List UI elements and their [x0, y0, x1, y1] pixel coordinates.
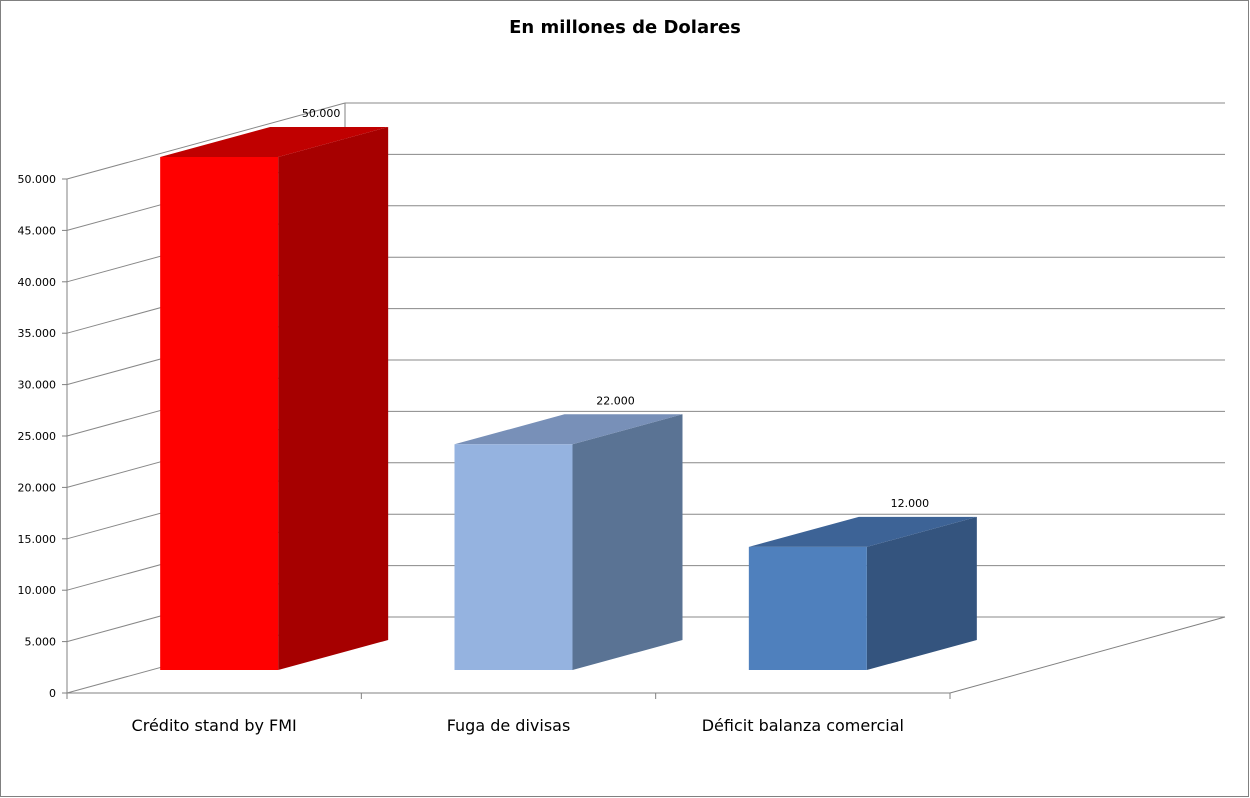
- chart-title: En millones de Dolares: [509, 17, 741, 38]
- y-tick-label: 25.000: [18, 430, 57, 443]
- y-tick-label: 0: [49, 687, 56, 700]
- y-tick-label: 5.000: [25, 636, 57, 649]
- y-tick-label: 35.000: [18, 327, 57, 340]
- bar: [454, 444, 573, 670]
- bar-side: [866, 516, 977, 670]
- bar-side: [278, 127, 389, 670]
- data-label: 22.000: [596, 394, 635, 407]
- gridline-side: [66, 102, 346, 180]
- y-tick-label: 10.000: [18, 584, 57, 597]
- x-category-label: Crédito stand by FMI: [132, 716, 297, 735]
- y-axis-ticks: 0 5.000 10.000 15.000 20.000 25.000 30.000 35.0…: [18, 173, 67, 700]
- bars: [160, 127, 977, 670]
- bar-top: [160, 127, 389, 157]
- data-label: 12.000: [891, 497, 930, 510]
- y-tick-label: 30.000: [18, 379, 57, 392]
- bar-side: [572, 414, 683, 670]
- bar-top: [748, 516, 977, 547]
- floor-right-edge: [949, 616, 1226, 694]
- x-category-label: Déficit balanza comercial: [702, 716, 904, 735]
- y-tick-label: 20.000: [18, 481, 57, 494]
- data-labels: 50.000 22.000 12.000: [302, 107, 929, 510]
- bar: [748, 546, 867, 670]
- y-tick-label: 50.000: [18, 173, 57, 186]
- x-axis-categories: Crédito stand by FMI Fuga de divisas Défic…: [66, 693, 951, 735]
- y-tick-label: 45.000: [18, 224, 57, 237]
- bar-top: [454, 414, 683, 445]
- bar: [160, 157, 279, 670]
- y-tick-label: 40.000: [18, 276, 57, 289]
- data-label: 50.000: [302, 107, 341, 120]
- x-category-label: Fuga de divisas: [447, 716, 571, 735]
- y-tick-label: 15.000: [18, 533, 57, 546]
